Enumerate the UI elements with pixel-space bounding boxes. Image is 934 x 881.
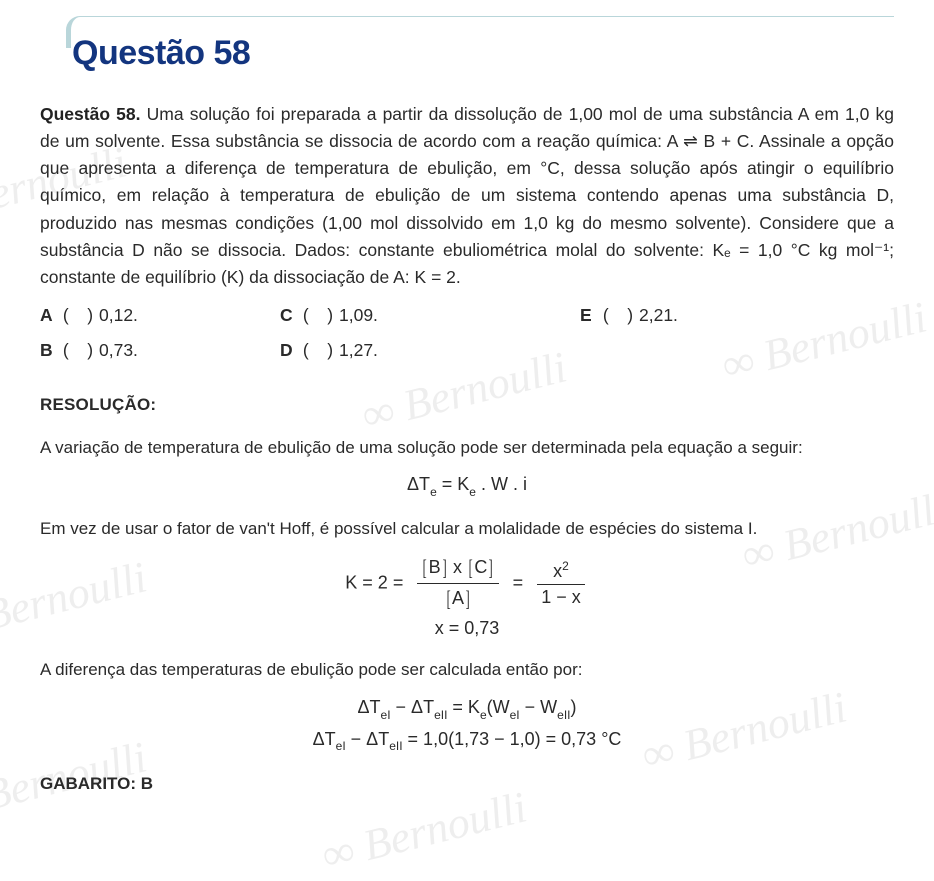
solution-p2: Em vez de usar o fator de van't Hoff, é … [40, 516, 894, 542]
solution-heading: RESOLUÇÃO: [40, 395, 894, 415]
alt-d: D ( ) 1,27. [280, 340, 580, 361]
alt-a: A ( ) 0,12. [40, 305, 280, 326]
question-lead: Questão 58. [40, 104, 140, 124]
alt-c: C ( ) 1,09. [280, 305, 580, 326]
question-title: Questão 58 [72, 34, 894, 73]
equation-3: ΔTeI − ΔTeII = Ke(WeI − WeII) ΔTeI − ΔTe… [40, 697, 894, 752]
alternatives-grid: A ( ) 0,12. C ( ) 1,09. E ( ) 2,21. B ( … [40, 305, 894, 361]
solution-p1: A variação de temperatura de ebulição de… [40, 435, 894, 461]
question-text: Uma solução foi preparada a partir da di… [40, 104, 894, 287]
answer-value: B [141, 774, 153, 793]
answer-key: GABARITO: B [40, 774, 894, 794]
answer-label: GABARITO: [40, 774, 136, 793]
alt-b: B ( ) 0,73. [40, 340, 280, 361]
question-body: Questão 58. Uma solução foi preparada a … [40, 101, 894, 291]
page: Questão 58 Questão 58. Uma solução foi p… [0, 16, 934, 839]
solution-p3: A diferença das temperaturas de ebulição… [40, 657, 894, 683]
alt-e: E ( ) 2,21. [580, 305, 820, 326]
equation-1: ΔTe = Ke . W . i [40, 474, 894, 498]
equation-2: K = 2 = [B] x [C] [A] = x2 1 − x x = 0,7… [40, 555, 894, 639]
equation-2-line2: x = 0,73 [40, 618, 894, 639]
